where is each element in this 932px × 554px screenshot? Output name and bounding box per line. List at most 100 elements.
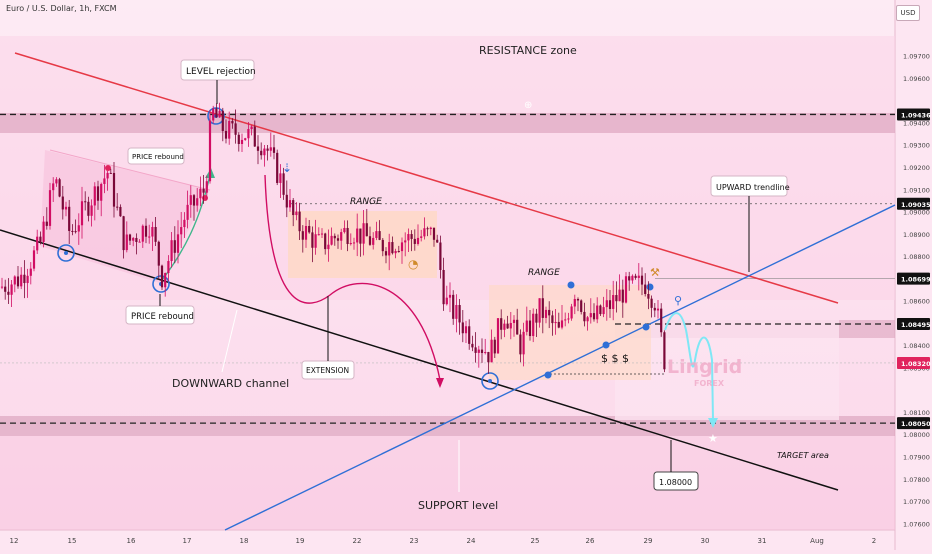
candle-body	[512, 319, 516, 323]
candle-body	[285, 194, 288, 208]
time-axis[interactable]: 12 15 16 17 18 19 22 23 24 25 26 29 30 31 Aug 2	[10, 537, 877, 545]
candle-body	[298, 211, 301, 232]
candle-body	[602, 307, 605, 315]
candle-body	[426, 228, 429, 230]
candle-body	[160, 265, 164, 288]
candle-body	[640, 275, 644, 285]
support-level-zone	[0, 416, 895, 436]
price-tick-label: 1.09200	[903, 164, 930, 172]
candle-body	[560, 320, 564, 328]
candle-body	[333, 235, 336, 239]
candle-body	[576, 298, 580, 301]
candle-body	[228, 120, 231, 139]
candle-body	[372, 237, 375, 245]
snail-icon: ◔	[408, 257, 418, 271]
forecast-path	[664, 312, 714, 421]
candle-body	[650, 298, 653, 308]
candle-body	[135, 237, 138, 243]
candle-body	[36, 236, 39, 251]
price-label-text: 1.08050	[901, 420, 931, 428]
candle-body	[202, 188, 205, 193]
candle-body	[244, 138, 247, 140]
candle-body	[416, 237, 420, 244]
candle-body	[532, 313, 535, 337]
candle-body	[103, 178, 106, 184]
candle-body	[215, 108, 218, 118]
downward-channel-label: DOWNWARD channel	[172, 377, 289, 390]
candle-body	[282, 173, 285, 195]
candle-body	[628, 276, 631, 281]
candle-body	[212, 108, 215, 121]
candle-body	[112, 172, 116, 207]
level-rejection-label: LEVEL rejection	[186, 67, 256, 77]
candle-body	[199, 188, 202, 199]
candle-body	[394, 251, 397, 254]
candle-body	[535, 313, 538, 323]
candle-body	[458, 305, 461, 323]
candle-body	[538, 298, 541, 323]
resistance-zone-label: RESISTANCE zone	[479, 44, 577, 57]
candle-body	[224, 130, 228, 139]
candle-body	[637, 275, 640, 278]
candle-body	[362, 223, 365, 244]
candle-body	[445, 297, 448, 305]
candle-body	[292, 200, 295, 216]
price-label-box	[897, 272, 930, 285]
candle-body	[621, 289, 624, 303]
triangle-dot-0	[105, 165, 111, 171]
candle-body	[436, 239, 439, 243]
candle-body	[170, 240, 173, 262]
candle-body	[618, 289, 621, 302]
candle-body	[381, 239, 384, 252]
candle-body	[55, 179, 58, 184]
range-dot-0	[567, 281, 575, 289]
time-axis-panel	[0, 530, 932, 550]
candle-body	[71, 230, 74, 232]
candle-body	[330, 235, 333, 245]
candle-body	[20, 274, 23, 287]
overlays-layer: ★ ⇣ ◔ ⚒ ⚲ ⊕	[0, 52, 896, 531]
projection-box	[615, 320, 839, 420]
candle-body	[116, 206, 119, 208]
time-tick-label: 12	[10, 537, 19, 545]
time-tick-label: 18	[240, 537, 249, 545]
candle-body	[301, 231, 304, 240]
candle-body	[253, 126, 256, 147]
candle-body	[167, 261, 170, 274]
extension-arrow	[436, 378, 444, 388]
candle-body	[340, 232, 343, 241]
symbol-title: Euro / U.S. Dollar, 1h, FXCM	[6, 4, 117, 13]
candle-body	[624, 276, 628, 303]
candle-body	[653, 307, 656, 311]
candle-body	[596, 305, 599, 320]
candle-body	[413, 238, 416, 244]
watermark-forex: FOREX	[694, 379, 725, 388]
price-tick-label: 1.08900	[903, 231, 930, 239]
candle-body	[477, 349, 480, 353]
price-axis[interactable]: 1.09700 1.09600 1.09400 1.09300 1.09200 1.091…	[897, 53, 931, 529]
candle-body	[132, 237, 135, 241]
currency-selector[interactable]: USD	[896, 5, 920, 21]
candle-body	[58, 179, 61, 197]
candle-body	[592, 313, 596, 320]
candle-body	[180, 227, 183, 235]
candle-body	[487, 352, 490, 363]
downward-channel-line	[0, 229, 839, 491]
candle-body	[452, 294, 455, 319]
candle-body	[352, 242, 356, 244]
price-label-box	[897, 318, 930, 331]
time-tick-label: 31	[758, 537, 767, 545]
candle-body	[455, 305, 458, 319]
candle-body	[599, 305, 602, 315]
time-tick-label: 23	[410, 537, 419, 545]
candle-body	[391, 242, 394, 254]
candle-body	[61, 196, 64, 210]
price-tick-label: 1.08400	[903, 342, 930, 350]
candle-body	[32, 250, 36, 269]
candle-body	[544, 309, 548, 318]
price-tick-label: 1.09000	[903, 209, 930, 217]
candle-body	[80, 201, 84, 226]
price-label-box	[897, 417, 930, 430]
